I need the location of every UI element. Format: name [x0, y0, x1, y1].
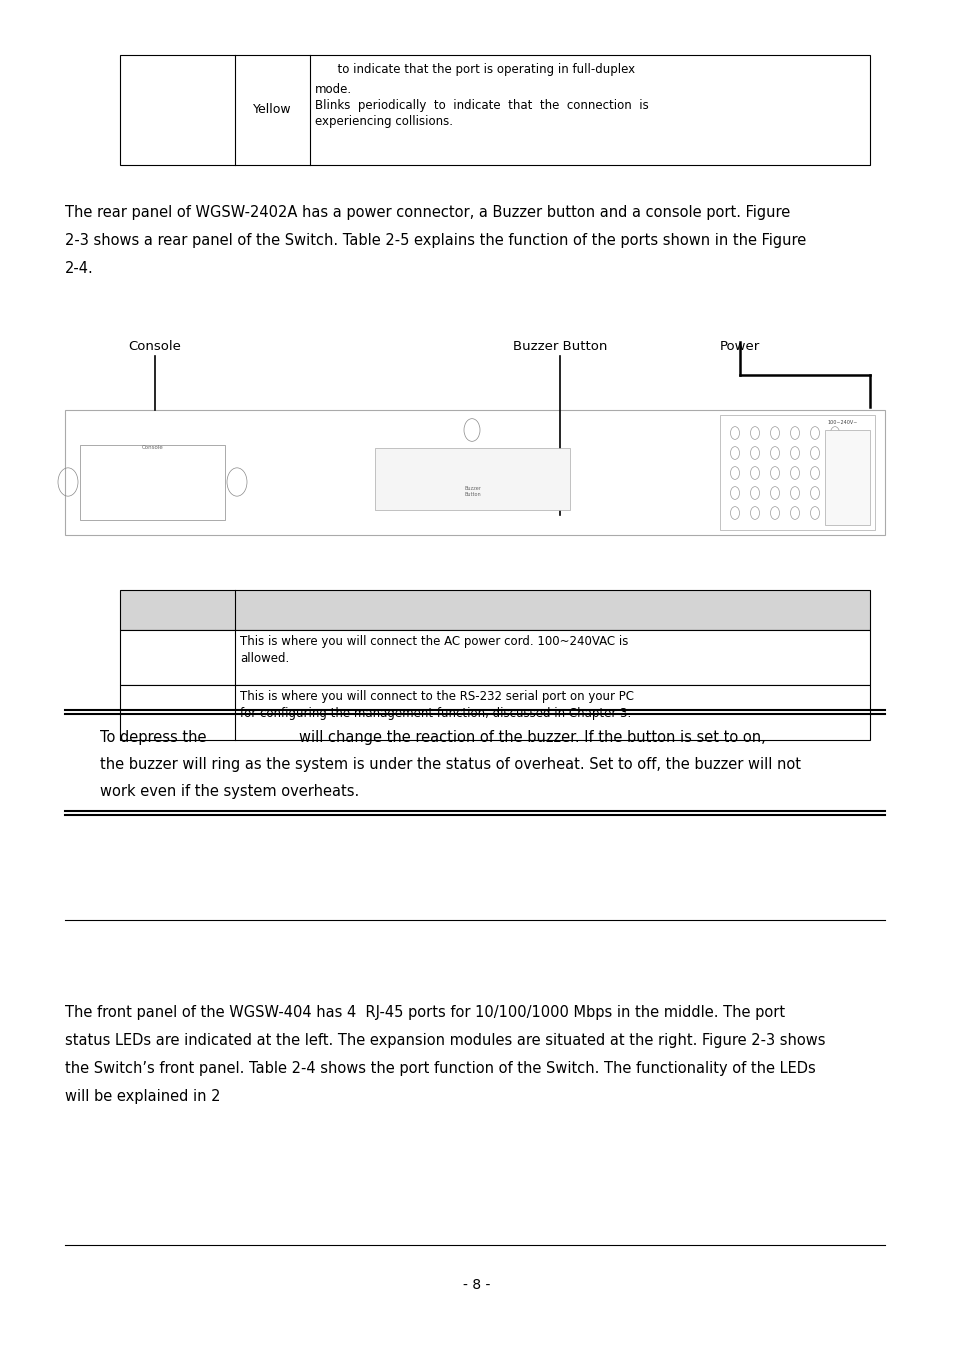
Text: status LEDs are indicated at the left. The expansion modules are situated at the: status LEDs are indicated at the left. T… — [65, 1034, 824, 1048]
Text: The rear panel of WGSW-2402A has a power connector, a Buzzer button and a consol: The rear panel of WGSW-2402A has a power… — [65, 205, 789, 220]
Text: the buzzer will ring as the system is under the status of overheat. Set to off, : the buzzer will ring as the system is un… — [100, 757, 801, 771]
Text: The front panel of the WGSW-404 has 4  RJ-45 ports for 10/100/1000 Mbps in the m: The front panel of the WGSW-404 has 4 RJ… — [65, 1005, 784, 1020]
Bar — [80, 444, 225, 520]
Text: - 8 -: - 8 - — [463, 1278, 490, 1292]
Bar — [120, 685, 869, 740]
Text: will be explained in 2: will be explained in 2 — [65, 1089, 220, 1104]
Text: for configuring the management function, discussed in Chapter 3.: for configuring the management function,… — [240, 707, 631, 720]
Bar — [120, 590, 869, 630]
Text: mode.: mode. — [314, 82, 352, 96]
Text: Blinks  periodically  to  indicate  that  the  connection  is: Blinks periodically to indicate that the… — [314, 99, 648, 112]
Bar — [375, 449, 569, 509]
Text: Buzzer
Button: Buzzer Button — [463, 486, 480, 497]
Bar — [720, 415, 874, 530]
Text: This is where you will connect the AC power cord. 100~240VAC is: This is where you will connect the AC po… — [240, 635, 628, 648]
Bar — [120, 630, 869, 685]
Text: Console: Console — [129, 340, 181, 353]
Text: experiencing collisions.: experiencing collisions. — [314, 115, 453, 128]
Text: To depress the                    will change the reaction of the buzzer. If the: To depress the will change the reaction … — [100, 730, 765, 744]
Text: Yellow: Yellow — [253, 104, 292, 116]
Text: allowed.: allowed. — [240, 653, 289, 665]
Text: the Switch’s front panel. Table 2-4 shows the port function of the Switch. The f: the Switch’s front panel. Table 2-4 show… — [65, 1061, 815, 1075]
Text: This is where you will connect to the RS-232 serial port on your PC: This is where you will connect to the RS… — [240, 690, 634, 703]
Text: 2-3 shows a rear panel of the Switch. Table 2-5 explains the function of the por: 2-3 shows a rear panel of the Switch. Ta… — [65, 232, 805, 249]
Text: Console: Console — [141, 446, 163, 450]
Text: Power: Power — [720, 340, 760, 353]
Text: 100~240V~: 100~240V~ — [826, 420, 857, 426]
Text: Buzzer Button: Buzzer Button — [513, 340, 606, 353]
Text: work even if the system overheats.: work even if the system overheats. — [100, 784, 359, 798]
Bar — [824, 430, 869, 526]
Bar — [65, 409, 884, 535]
Text: to indicate that the port is operating in full-duplex: to indicate that the port is operating i… — [314, 63, 635, 76]
Text: 50~60Hz: 50~60Hz — [826, 517, 849, 521]
Bar — [120, 55, 869, 165]
Text: 2-4.: 2-4. — [65, 261, 93, 276]
